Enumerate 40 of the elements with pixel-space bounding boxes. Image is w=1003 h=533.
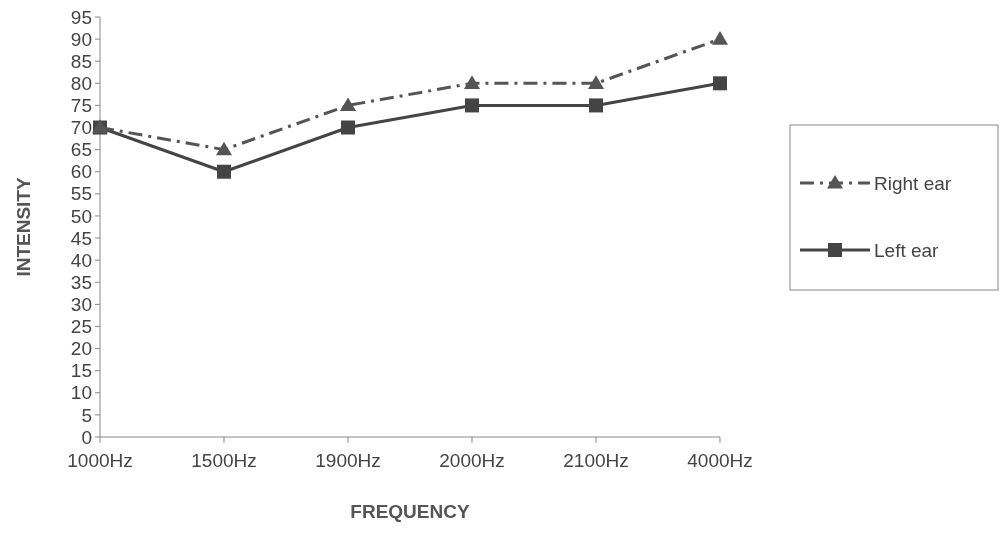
legend-label: Left ear bbox=[874, 239, 940, 261]
y-tick-label: 10 bbox=[70, 382, 92, 404]
point bbox=[340, 97, 356, 112]
x-tick-label: 4000Hz bbox=[687, 450, 753, 471]
x-tick-label: 1000Hz bbox=[67, 450, 133, 471]
y-tick-label: 20 bbox=[70, 338, 92, 360]
y-tick-label: 45 bbox=[70, 227, 92, 249]
y-tick-label: 30 bbox=[70, 294, 92, 316]
y-tick-label: 15 bbox=[70, 360, 92, 382]
y-tick-label: 85 bbox=[70, 50, 92, 72]
y-tick-label: 50 bbox=[70, 205, 92, 227]
y-tick-label: 0 bbox=[81, 426, 92, 448]
x-tick-label: 2100Hz bbox=[563, 450, 629, 471]
y-tick-label: 25 bbox=[70, 316, 92, 338]
y-tick-label: 65 bbox=[70, 139, 92, 161]
point bbox=[464, 75, 480, 89]
x-tick-label: 1900Hz bbox=[315, 450, 381, 471]
y-tick-label: 40 bbox=[70, 249, 92, 271]
point bbox=[589, 98, 603, 113]
y-tick-label: 35 bbox=[70, 271, 92, 293]
x-tick-label: 2000Hz bbox=[439, 450, 505, 471]
point bbox=[588, 75, 604, 89]
point bbox=[713, 76, 727, 91]
y-tick-label: 95 bbox=[70, 6, 92, 28]
point bbox=[217, 164, 231, 179]
point bbox=[465, 98, 479, 113]
x-tick-label: 1500Hz bbox=[191, 450, 257, 471]
point bbox=[712, 31, 728, 45]
y-tick-label: 90 bbox=[70, 28, 92, 50]
y-tick-label: 75 bbox=[70, 95, 92, 117]
y-tick-label: 60 bbox=[70, 161, 92, 183]
y-axis-title: INTENSITY bbox=[13, 177, 34, 277]
point bbox=[216, 141, 232, 156]
legend-label: Right ear bbox=[874, 172, 952, 194]
y-tick-label: 80 bbox=[70, 72, 92, 94]
point bbox=[341, 120, 355, 135]
y-tick-label: 70 bbox=[70, 117, 92, 139]
y-tick-label: 55 bbox=[70, 183, 92, 205]
y-tick-label: 5 bbox=[81, 404, 92, 426]
x-axis-title: FREQUENCY bbox=[350, 501, 470, 522]
